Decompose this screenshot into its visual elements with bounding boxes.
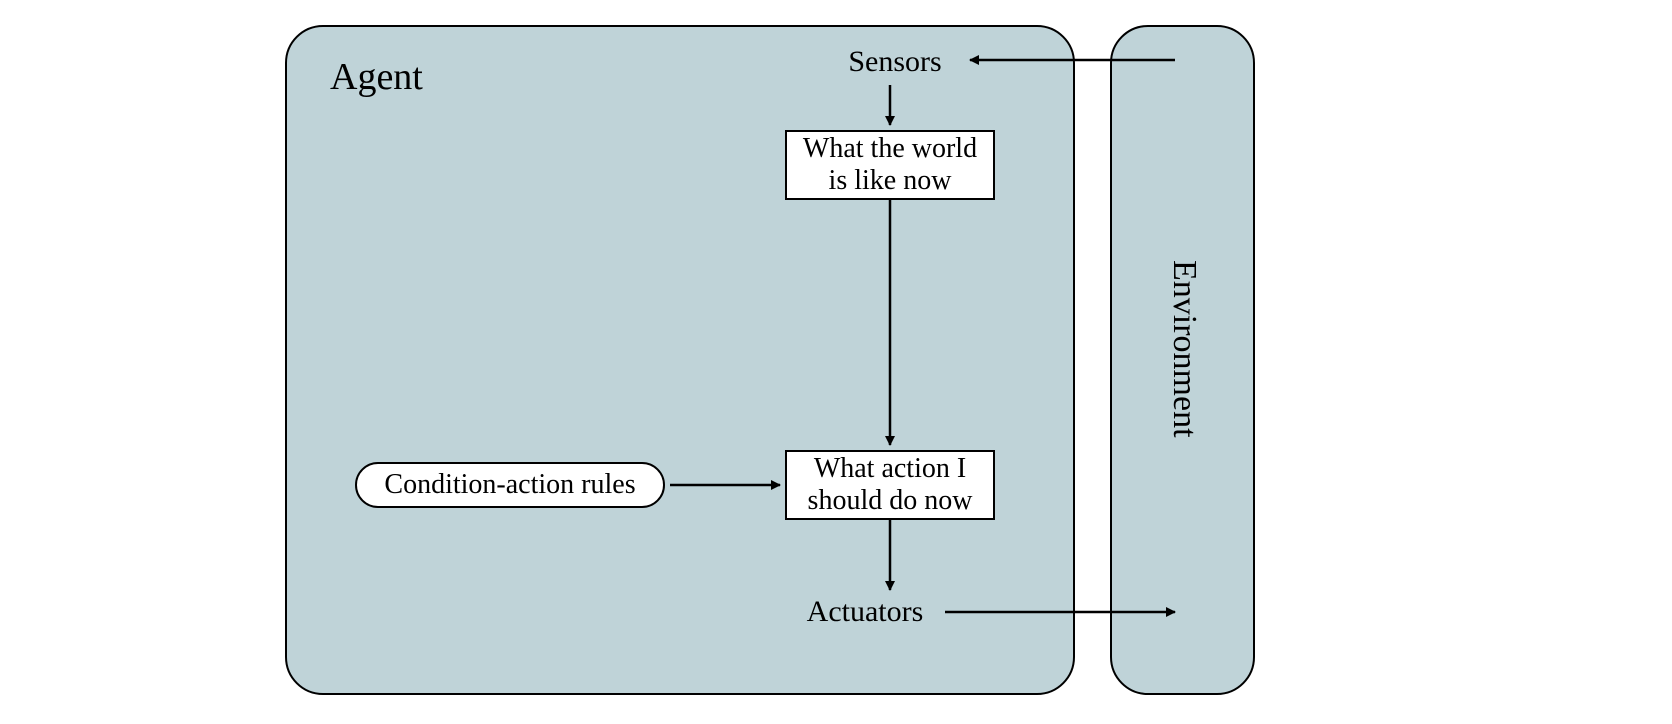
environment-label: Environment [1165, 260, 1203, 438]
actuators-label: Actuators [790, 595, 940, 629]
action-text: What action I should do now [797, 453, 983, 517]
world-state-box: What the world is like now [785, 130, 995, 200]
agent-title: Agent [330, 55, 423, 99]
rules-text: Condition-action rules [384, 469, 635, 501]
action-box: What action I should do now [785, 450, 995, 520]
world-state-text: What the world is like now [797, 133, 983, 197]
sensors-label: Sensors [835, 45, 955, 79]
rules-box: Condition-action rules [355, 462, 665, 508]
agent-panel [285, 25, 1075, 695]
diagram-canvas: Agent Environment Sensors Actuators What… [0, 0, 1672, 724]
